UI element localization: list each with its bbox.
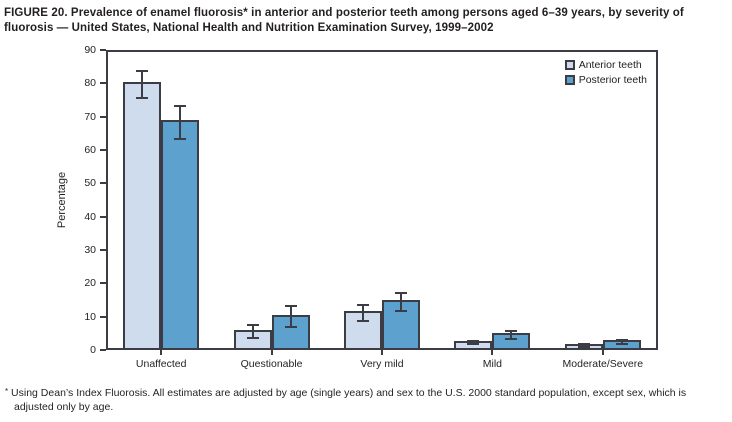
error-bar-cap-top bbox=[357, 304, 369, 306]
error-bar-cap-top bbox=[577, 343, 590, 346]
legend-swatch-icon bbox=[564, 75, 575, 85]
error-bar-cap-top bbox=[467, 340, 480, 342]
error-bar bbox=[251, 325, 254, 339]
error-bar-cap-bottom bbox=[395, 310, 407, 313]
legend-label: Posterior teeth bbox=[578, 74, 647, 86]
y-axis-tick bbox=[100, 315, 106, 318]
y-axis-title: Percentage bbox=[56, 171, 68, 229]
y-tick-label: 20 bbox=[84, 277, 96, 290]
footnote-marker: * bbox=[5, 387, 9, 396]
legend-swatch-icon bbox=[564, 60, 575, 70]
y-axis-tick bbox=[100, 249, 106, 251]
error-bar-cap-bottom bbox=[505, 337, 518, 340]
error-bar-cap-bottom bbox=[467, 343, 480, 346]
error-bar bbox=[362, 305, 364, 322]
legend-label: Anterior teeth bbox=[578, 59, 642, 71]
y-tick-label: 40 bbox=[84, 210, 96, 223]
error-bar-cap-bottom bbox=[615, 342, 628, 345]
error-bar-cap-top bbox=[505, 330, 518, 333]
x-axis-tick bbox=[160, 350, 163, 355]
error-bar-cap-bottom bbox=[136, 96, 149, 99]
x-category-label: Moderate/Severe bbox=[562, 358, 644, 370]
y-tick-label: 30 bbox=[84, 244, 96, 256]
figure-footnote: * Using Dean’s Index Fluorosis. All esti… bbox=[5, 386, 727, 414]
y-tick-label: 70 bbox=[84, 110, 96, 123]
error-bar-cap-top bbox=[174, 104, 187, 107]
x-axis-tick bbox=[381, 350, 383, 355]
y-tick-label: 90 bbox=[84, 44, 96, 56]
error-bar bbox=[141, 71, 144, 98]
error-bar bbox=[400, 292, 402, 312]
error-bar-cap-bottom bbox=[246, 337, 259, 340]
error-bar bbox=[289, 306, 292, 327]
error-bar bbox=[620, 340, 623, 344]
y-tick-label: 10 bbox=[84, 310, 96, 323]
x-category-label: Mild bbox=[482, 358, 503, 370]
y-axis-tick bbox=[100, 115, 106, 118]
bar-posterior bbox=[271, 314, 310, 350]
error-bar bbox=[472, 341, 475, 345]
y-axis-tick bbox=[100, 82, 106, 85]
error-bar-cap-bottom bbox=[357, 320, 369, 323]
x-axis-tick bbox=[491, 350, 494, 355]
x-axis-tick bbox=[270, 350, 273, 355]
error-bar-cap-bottom bbox=[577, 346, 590, 349]
y-axis-tick bbox=[100, 182, 106, 185]
y-axis-tick bbox=[100, 49, 106, 51]
error-bar-cap-top bbox=[136, 70, 149, 72]
chart-legend: Anterior teeth Posterior teeth bbox=[564, 59, 647, 86]
bar-posterior bbox=[382, 300, 420, 350]
error-bar-cap-bottom bbox=[284, 325, 297, 328]
x-category-label: Questionable bbox=[240, 358, 303, 370]
x-category-label: Very mild bbox=[360, 358, 404, 370]
y-axis-tick bbox=[100, 349, 106, 351]
y-axis-tick bbox=[100, 149, 106, 151]
error-bar-cap-top bbox=[615, 339, 628, 341]
y-tick-label: 50 bbox=[84, 177, 96, 190]
legend-item: Posterior teeth bbox=[564, 74, 647, 86]
error-bar bbox=[179, 105, 182, 140]
footnote-text: Using Dean’s Index Fluorosis. All estima… bbox=[11, 387, 687, 414]
y-tick-label: 0 bbox=[90, 344, 96, 356]
error-bar bbox=[510, 331, 513, 339]
bar-anterior bbox=[123, 82, 162, 350]
error-bar bbox=[582, 344, 585, 348]
legend-item: Anterior teeth bbox=[564, 59, 647, 71]
bar-posterior bbox=[161, 120, 200, 350]
error-bar-cap-top bbox=[246, 324, 259, 326]
y-tick-label: 80 bbox=[84, 77, 96, 90]
error-bar-cap-top bbox=[284, 305, 297, 307]
y-axis-tick bbox=[100, 215, 106, 218]
figure-title: FIGURE 20. Prevalence of enamel fluorosi… bbox=[4, 7, 684, 34]
error-bar-cap-bottom bbox=[174, 138, 187, 141]
y-tick-label: 60 bbox=[84, 144, 96, 156]
x-axis-tick bbox=[601, 350, 604, 355]
y-axis-tick bbox=[100, 282, 106, 285]
x-category-label: Unaffected bbox=[135, 358, 187, 370]
error-bar-cap-top bbox=[395, 291, 407, 294]
